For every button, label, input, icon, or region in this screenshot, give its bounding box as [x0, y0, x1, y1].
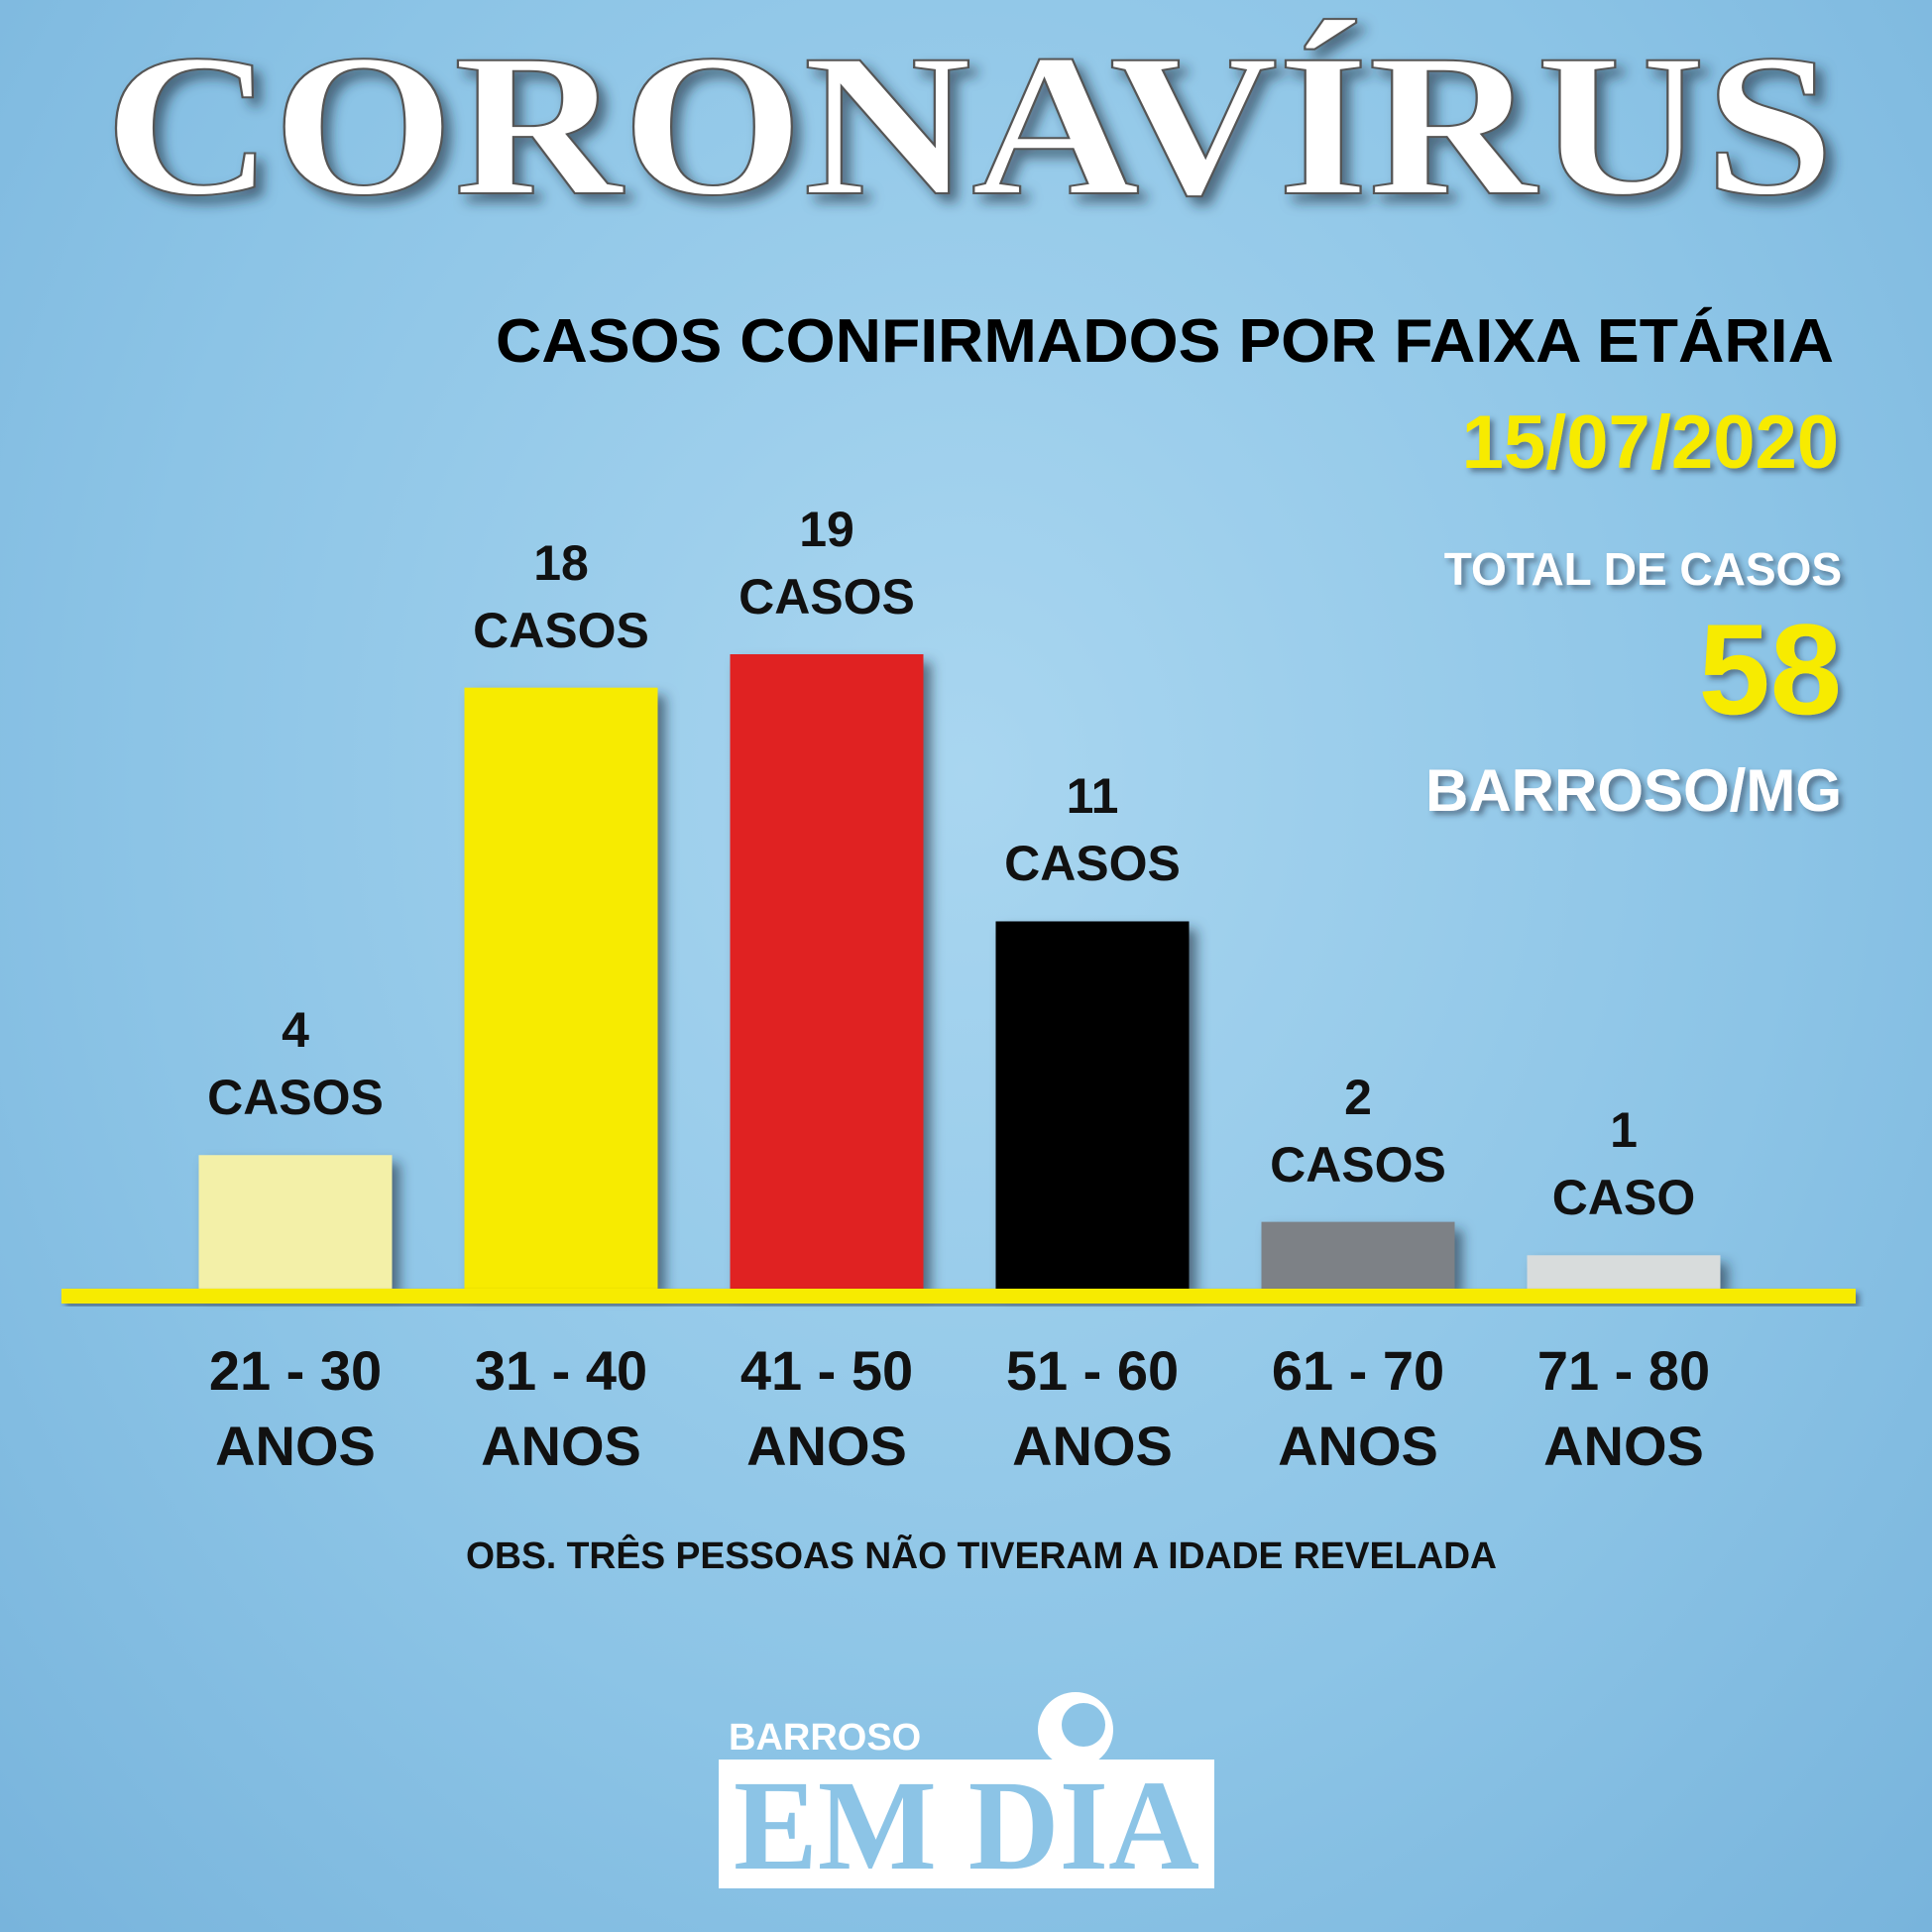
bar	[1261, 1221, 1455, 1289]
logo-icon	[1062, 1703, 1105, 1747]
logo-main: EM DIA	[734, 1755, 1199, 1897]
logo-top: BARROSO	[729, 1717, 921, 1759]
x-tick-label: 71 - 80 ANOS	[1536, 1339, 1711, 1477]
data-label: 4 CASOS	[207, 1002, 384, 1126]
total-label: TOTAL DE CASOS	[1444, 543, 1842, 595]
data-label: 11 CASOS	[1004, 768, 1181, 892]
data-label: 2 CASOS	[1270, 1069, 1446, 1193]
x-tick-label: 61 - 70 ANOS	[1271, 1339, 1445, 1477]
date: 15/07/2020	[1462, 400, 1839, 485]
x-tick-label: 51 - 60 ANOS	[1005, 1339, 1180, 1477]
data-label: 19 CASOS	[739, 502, 915, 625]
bar	[1527, 1255, 1721, 1289]
bar	[995, 921, 1190, 1289]
chart-title: CORONAVÍRUS	[105, 13, 1835, 238]
bar	[730, 654, 924, 1289]
location: BARROSO/MG	[1425, 757, 1842, 824]
subtitle: CASOS CONFIRMADOS POR FAIXA ETÁRIA	[496, 307, 1834, 376]
x-tick-label: 31 - 40 ANOS	[474, 1339, 648, 1477]
logo-box	[719, 1760, 1214, 1888]
data-label: 1 CASO	[1551, 1102, 1696, 1226]
data-label: 18 CASOS	[473, 534, 649, 658]
x-tick-label: 21 - 30 ANOS	[208, 1339, 383, 1477]
logo: BARROSO EM DIA	[719, 1692, 1214, 1897]
note: OBS. TRÊS PESSOAS NÃO TIVERAM A IDADE RE…	[466, 1534, 1497, 1577]
bar	[464, 687, 658, 1289]
bar	[198, 1155, 393, 1289]
total-value: 58	[1698, 597, 1842, 741]
x-tick-label: 41 - 50 ANOS	[739, 1339, 914, 1477]
baseline	[61, 1289, 1856, 1304]
